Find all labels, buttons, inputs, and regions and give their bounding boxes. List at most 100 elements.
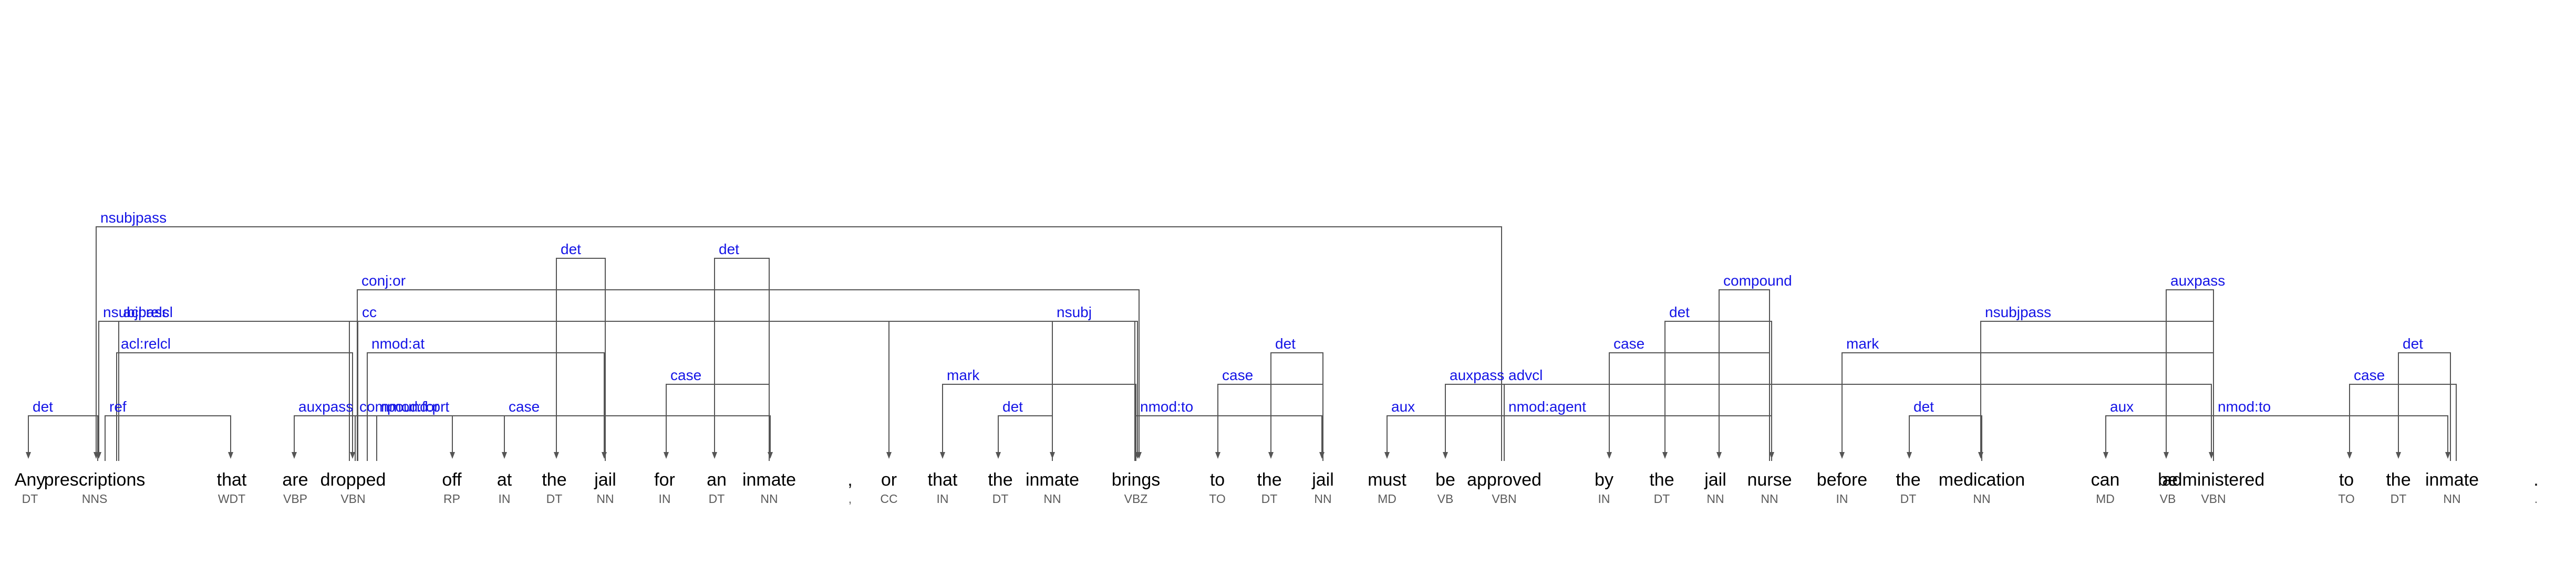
dependency-arc (1664, 321, 1772, 461)
token-word: the (1896, 470, 1920, 490)
dependency-arc (1719, 289, 1770, 461)
token-word: administered (2163, 470, 2265, 490)
token-pos-tag: NN (1706, 492, 1724, 506)
token-pos-tag: VBN (2201, 492, 2226, 506)
token-pos-tag: DT (709, 492, 725, 506)
dependency-arc (116, 352, 353, 461)
dependency-arc (1445, 384, 1505, 461)
token-pos-tag: IN (659, 492, 671, 506)
arc-arrowhead (26, 452, 31, 459)
dependency-arc (1609, 352, 1770, 461)
token-word: the (1649, 470, 1674, 490)
dependency-label: auxpass (1450, 367, 1504, 383)
token-pos-tag: CC (880, 492, 897, 506)
arc-arrowhead (2209, 452, 2214, 459)
arc-arrowhead (1215, 452, 1220, 459)
dependency-label: case (1613, 335, 1644, 352)
dependency-label: compound:prt (359, 398, 449, 415)
dependency-arc (118, 321, 1138, 461)
dependency-label: det (1002, 398, 1023, 415)
dependency-label: nmod:to (1140, 398, 1193, 415)
dependency-arc (2349, 384, 2457, 461)
arc-arrowhead (1662, 452, 1668, 459)
dependency-label: case (1222, 367, 1253, 383)
dependency-label: nsubjpass (103, 304, 169, 320)
token-pos-tag: NN (1314, 492, 1331, 506)
dependency-label: det (1275, 335, 1296, 352)
arc-arrowhead (2103, 452, 2108, 459)
dependency-arc (357, 321, 889, 461)
dependency-arc (556, 258, 606, 461)
dependency-arc (998, 415, 1053, 461)
dependency-label: nsubjpass (1985, 304, 2051, 320)
arc-arrowhead (1978, 452, 1983, 459)
dependency-labels: det refacl:relclacl:relclnsubjpassnsubjpa… (33, 209, 2423, 415)
token-pos-tag: WDT (218, 492, 245, 506)
dependency-label: mark (1846, 335, 1879, 352)
token-word: for (654, 470, 675, 490)
dependency-arc (105, 415, 231, 461)
dependency-label: acl:relcl (123, 304, 173, 320)
arc-arrowhead (292, 452, 297, 459)
dependency-arcs (26, 226, 2457, 461)
token-pos-tag: VBN (1492, 492, 1516, 506)
dependency-label: case (2354, 367, 2385, 383)
arc-arrowhead (1443, 452, 1448, 459)
token-pos-tag: VB (1437, 492, 1454, 506)
token-word: prescriptions (44, 470, 146, 490)
token-pos-tag: NN (760, 492, 778, 506)
dependency-arc (1270, 352, 1323, 461)
dependency-arc (714, 258, 770, 461)
dependency-arc (376, 415, 771, 461)
token-word: the (2386, 470, 2411, 490)
arc-arrowhead (886, 452, 892, 459)
dependency-label: det (561, 241, 581, 257)
token-word: , (847, 470, 852, 490)
dependency-label: case (509, 398, 540, 415)
dependency-arc (2166, 289, 2214, 461)
dependency-label: det (33, 398, 53, 415)
token-word: must (1368, 470, 1406, 490)
dependency-arc (1504, 415, 1772, 461)
token-pos-tag: DT (2391, 492, 2407, 506)
token-word: to (1210, 470, 1225, 490)
dependency-label: auxpass (298, 398, 353, 415)
dependency-label: case (670, 367, 701, 383)
arc-arrowhead (1839, 452, 1845, 459)
token-word: by (1595, 470, 1613, 490)
dependency-label: det (2403, 335, 2423, 352)
token-pos-tag: DT (546, 492, 563, 506)
arc-arrowhead (1319, 452, 1325, 459)
arc-arrowhead (1607, 452, 1612, 459)
arc-arrowhead (350, 452, 355, 459)
arc-arrowhead (2396, 452, 2401, 459)
token-pos-tag: VBN (340, 492, 365, 506)
token-word: be (1435, 470, 1455, 490)
token-pos-tag: DT (1261, 492, 1278, 506)
token-pos-tag: MD (1378, 492, 1396, 506)
dependency-label: nmod:at (371, 335, 425, 352)
arc-arrowhead (602, 452, 607, 459)
dependency-arc (942, 384, 1136, 461)
token-word: jail (1704, 470, 1726, 490)
token-pos-tag: NN (596, 492, 614, 506)
dependency-label: ref (109, 398, 127, 415)
arc-arrowhead (664, 452, 669, 459)
token-pos-tag: DT (1654, 492, 1670, 506)
token-pos-tag: VBZ (1124, 492, 1148, 506)
token-word: the (542, 470, 566, 490)
dependency-arc (96, 226, 1502, 461)
dependency-label: nmod:for (381, 398, 439, 415)
dependency-label: auxpass (2170, 272, 2225, 289)
token-pos-tag: IN (499, 492, 511, 506)
token-word: the (1257, 470, 1281, 490)
token-word: that (217, 470, 247, 490)
token-pos-tag: VB (2160, 492, 2176, 506)
token-word: inmate (1026, 470, 1079, 490)
dependency-label: aux (2110, 398, 2134, 415)
token-pos-tag: VBP (283, 492, 307, 506)
dependency-arc (2398, 352, 2451, 461)
dependency-arc (1980, 321, 2214, 461)
dependency-arc (1052, 321, 1135, 461)
token-pos-tag: . (2534, 492, 2538, 506)
